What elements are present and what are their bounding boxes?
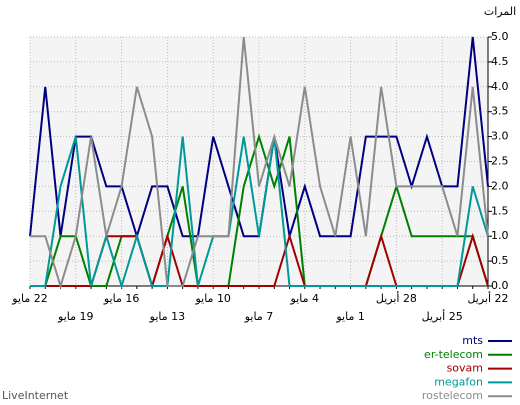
x-tick-label: 16 مايو [103,292,139,305]
legend-label: mts [462,334,483,347]
series-line [30,133,489,290]
legend-label: er-telecom [424,348,483,361]
x-tick-label: 10 مايو [194,292,230,305]
x-tick-label: 7 مايو [244,310,273,323]
legend-label: rostelecom [422,389,483,402]
x-tick-label: 28 أبريل [376,291,417,305]
y-tick-label: 3.0 [491,130,509,143]
y-tick-label: 2.5 [491,155,509,168]
x-tick-label: 1 مايو [335,310,364,323]
y-tick-label: 3.5 [491,105,509,118]
footer: LiveInternet [2,389,69,402]
y-axis-title: المرات [484,5,516,18]
x-tick-label: 25 أبريل [422,309,463,323]
x-tick-label: 4 مايو [290,292,319,305]
x-tick-label: 19 مايو [57,310,93,323]
y-tick-label: 0.0 [491,279,509,292]
legend-label: megafon [434,375,483,388]
y-tick-label: 1.5 [491,204,509,217]
series-line [30,36,489,290]
y-tick-label: 1.0 [491,229,509,242]
x-tick-label: 22 أبريل [467,291,508,305]
legend-label: sovam [447,362,483,375]
y-tick-label: 4.0 [491,80,509,93]
y-tick-label: 4.5 [491,55,509,68]
x-tick-label: 22 مايو [11,292,47,305]
x-tick-label: 13 مايو [149,310,185,323]
y-tick-label: 0.5 [491,254,509,267]
y-tick-label: 2.0 [491,179,509,192]
y-tick-label: 5.0 [491,30,509,43]
